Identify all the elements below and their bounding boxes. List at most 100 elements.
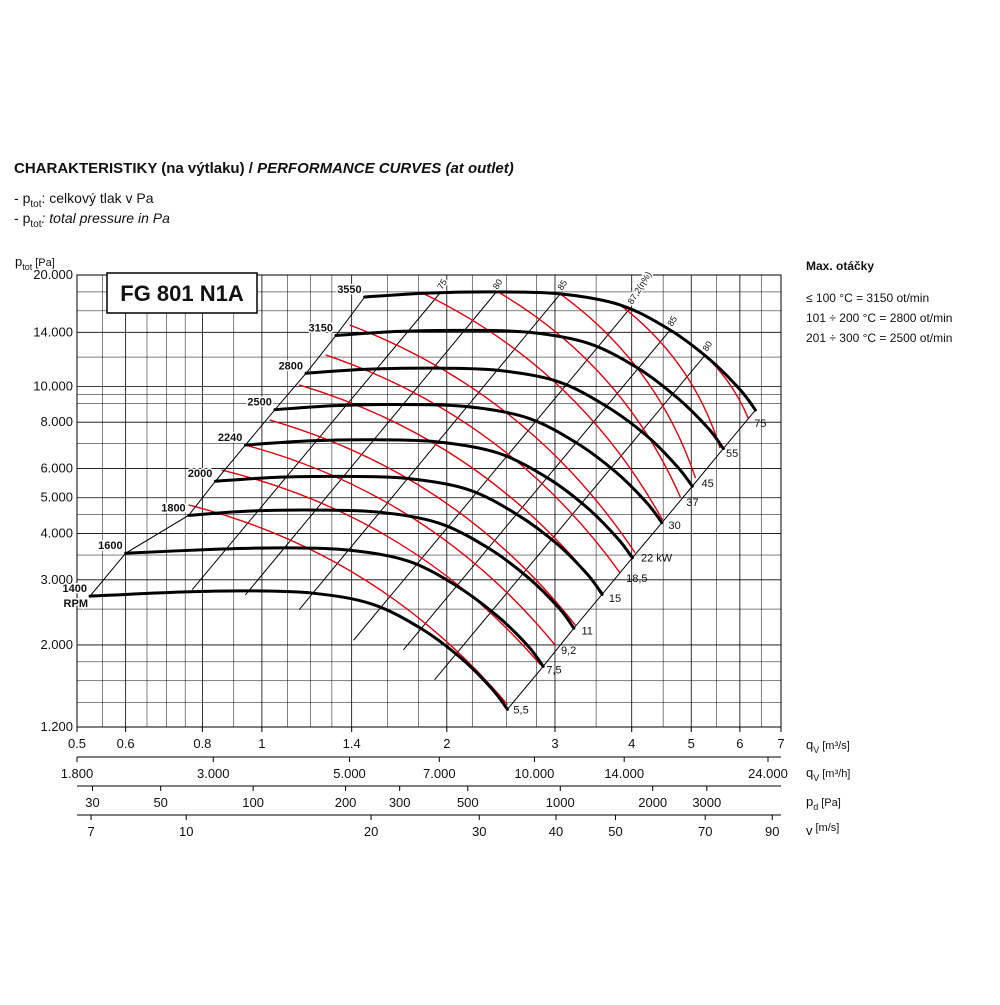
y-tick-label: 2.000 <box>40 637 73 652</box>
note-prefix: - <box>14 190 23 206</box>
y-label-symbol: p <box>15 254 22 269</box>
rpm-label: 2240 <box>218 432 242 444</box>
secondary-tick-label: 20 <box>364 824 378 839</box>
power-label: 18,5 <box>626 573 647 585</box>
y-tick-label: 14.000 <box>33 324 73 339</box>
power-label: 5,5 <box>513 705 528 717</box>
axis-label-unit: [m³/h] <box>822 768 850 780</box>
axis-label-unit: [Pa] <box>821 797 841 809</box>
y-tick-label: 3.000 <box>40 572 73 587</box>
x-tick-label: 5 <box>688 736 695 751</box>
boundary-line <box>507 409 756 710</box>
power-line <box>499 292 681 498</box>
power-line <box>349 324 636 554</box>
rpm-curve <box>187 508 576 630</box>
rpm-label: 1400 <box>63 583 87 595</box>
secondary-tick-label: 200 <box>335 795 357 810</box>
note-symbol: p <box>23 210 31 226</box>
x-label-unit: [m³/s] <box>822 740 850 752</box>
note-symbol: p <box>23 190 31 206</box>
rpm-label: 2500 <box>247 397 271 409</box>
model-name: FG 801 N1A <box>120 281 244 306</box>
axis-label-symbol: q <box>806 765 813 780</box>
y-tick-label: 5.000 <box>40 490 73 505</box>
note-prefix: - <box>14 210 23 226</box>
secondary-tick-label: 7.000 <box>423 766 456 781</box>
secondary-tick-label: 1.800 <box>61 766 94 781</box>
axis-label-sub: d <box>813 802 818 812</box>
title-cz: CHARAKTERISTIKY (na výtlaku) / <box>14 160 257 177</box>
x-tick-label: 6 <box>736 736 743 751</box>
axis-label-sub: V <box>813 773 819 783</box>
rpm-curve <box>273 403 664 525</box>
plot-frame <box>76 274 782 728</box>
plot-background <box>77 275 781 727</box>
rpm-curve <box>124 546 545 668</box>
y-tick-label: 6.000 <box>40 460 73 475</box>
note-sub: tot <box>30 199 41 210</box>
secondary-axis-label: qV [m³/h] <box>806 765 850 783</box>
secondary-tick-label: 90 <box>765 824 779 839</box>
rpm-label: 3150 <box>308 322 332 334</box>
note-sub: tot <box>30 219 41 230</box>
secondary-tick-label: 5.000 <box>333 766 366 781</box>
secondary-tick-label: 3.000 <box>197 766 230 781</box>
axis-label-symbol: v <box>806 823 813 838</box>
x-tick-label: 3 <box>551 736 558 751</box>
y-axis-label: ptot [Pa] <box>15 254 55 272</box>
efficiency-line <box>403 329 671 651</box>
power-label: 75 <box>754 418 766 430</box>
y-label-sub: tot <box>22 262 33 272</box>
x-label-symbol: q <box>806 737 813 752</box>
rpm-curve <box>88 589 509 711</box>
note: - ptot: total pressure in Pa <box>14 210 170 230</box>
axis-label-symbol: p <box>806 794 813 809</box>
power-line <box>559 293 697 479</box>
power-label: 55 <box>726 448 738 460</box>
x-tick-label: 0.8 <box>193 736 211 751</box>
power-line <box>269 419 577 626</box>
secondary-tick-label: 7 <box>87 824 94 839</box>
rpm-curve <box>334 328 725 451</box>
secondary-axis-label: pd [Pa] <box>806 794 841 812</box>
efficiency-line <box>434 354 706 681</box>
title-en: PERFORMANCE CURVES (at outlet) <box>257 160 514 177</box>
power-line <box>419 291 664 521</box>
note: - ptot: celkový tlak v Pa <box>14 190 154 210</box>
secondary-tick-label: 500 <box>457 795 479 810</box>
rpm-curve <box>363 290 757 412</box>
side-note-line: 101 ÷ 200 °C = 2800 ot/min <box>806 311 952 325</box>
side-note-title: Max. otáčky <box>806 259 874 273</box>
efficiency-line <box>245 292 496 596</box>
secondary-tick-label: 1000 <box>546 795 575 810</box>
plot-area <box>76 274 782 728</box>
note-text: : celkový tlak v Pa <box>41 190 153 206</box>
secondary-tick-label: 30 <box>472 824 486 839</box>
power-label: 15 <box>609 593 621 605</box>
model-box <box>106 272 258 314</box>
secondary-tick-label: 3000 <box>692 795 721 810</box>
secondary-axis-label: v [m/s] <box>806 822 839 838</box>
power-line <box>221 469 541 666</box>
power-label: 7,5 <box>546 665 561 677</box>
secondary-tick-label: 10 <box>179 824 193 839</box>
secondary-tick-label: 10.000 <box>515 766 555 781</box>
power-label: 45 <box>701 478 713 490</box>
rpm-label: 3550 <box>337 284 361 296</box>
power-line <box>619 304 721 449</box>
y-tick-label: 1.200 <box>40 719 73 734</box>
rpm-label: 1600 <box>98 540 122 552</box>
y-tick-label: 8.000 <box>40 414 73 429</box>
secondary-tick-label: 50 <box>153 795 167 810</box>
y-tick-label: 4.000 <box>40 526 73 541</box>
rpm-label: 2800 <box>279 360 303 372</box>
secondary-tick-label: 2000 <box>638 795 667 810</box>
power-line <box>245 444 556 646</box>
power-label: 30 <box>669 520 681 532</box>
x-axis-label: qV [m³/s] <box>806 737 850 755</box>
x-tick-label: 0.6 <box>117 736 135 751</box>
secondary-tick-label: 50 <box>608 824 622 839</box>
secondary-tick-label: 100 <box>242 795 264 810</box>
power-label: 22 kW <box>641 553 673 565</box>
